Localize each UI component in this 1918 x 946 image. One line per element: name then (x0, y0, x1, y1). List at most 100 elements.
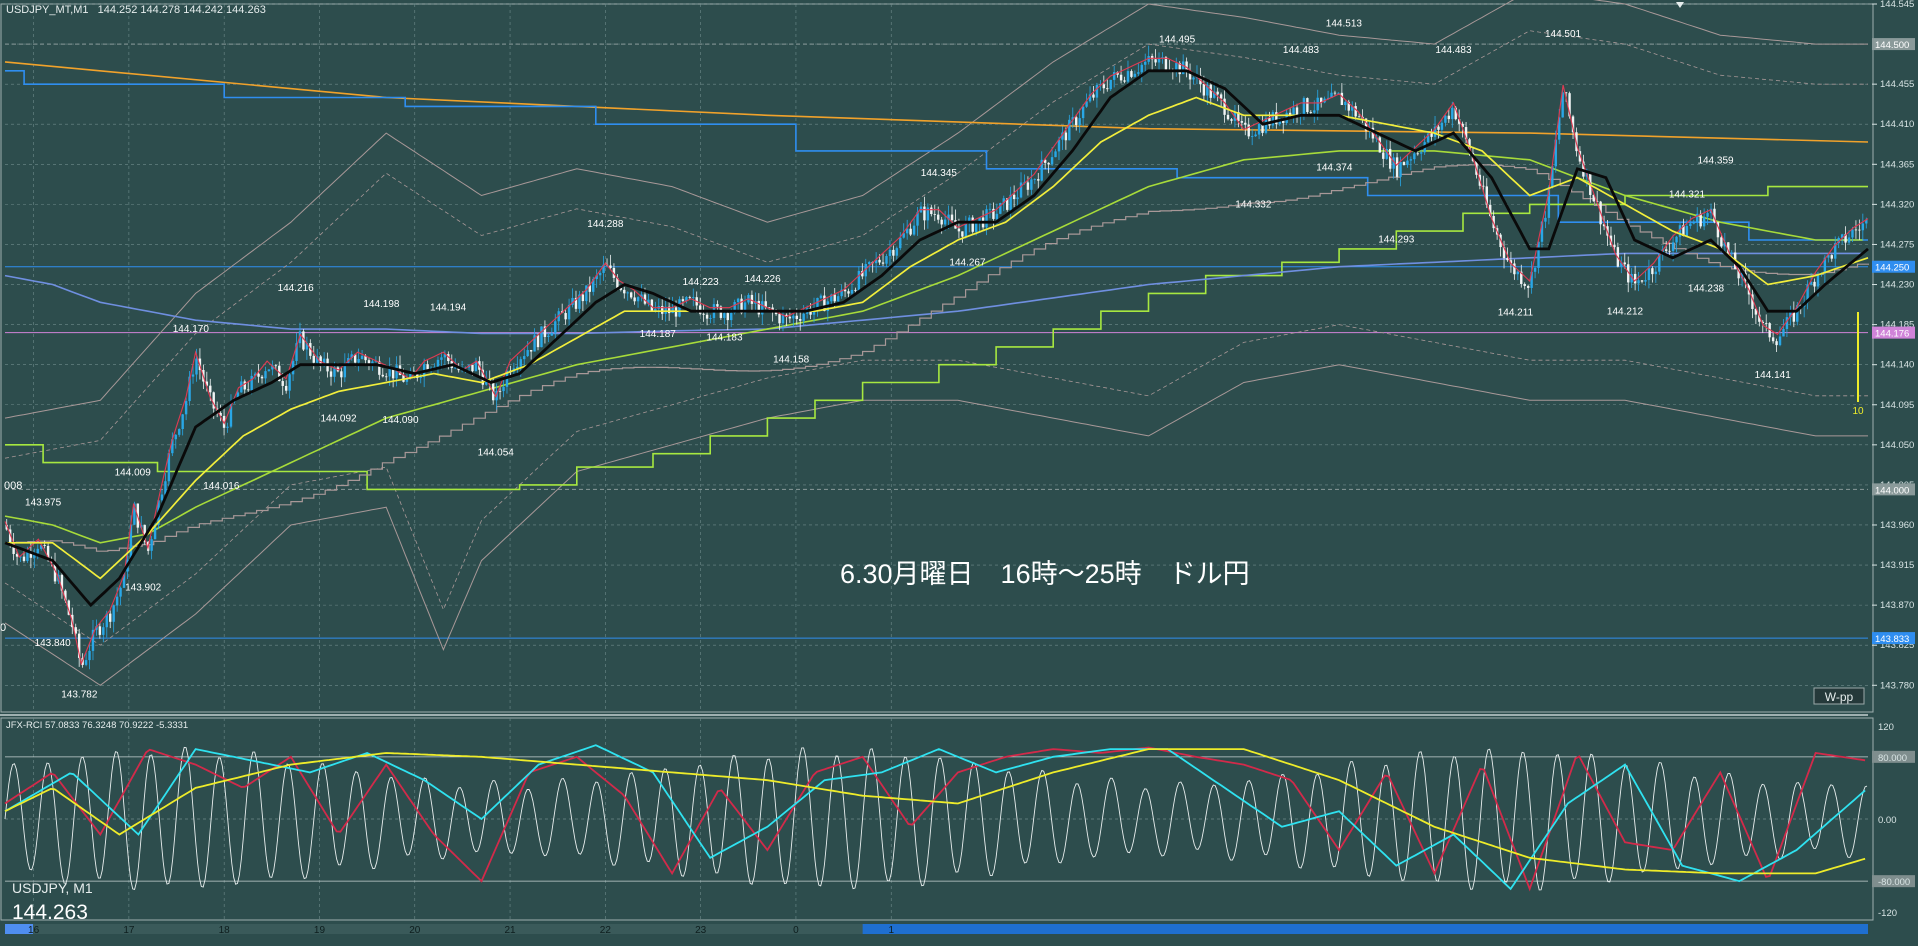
candle-body (736, 298, 740, 303)
ma-red (4, 57, 1869, 666)
candle-body (1758, 314, 1761, 322)
price-annotation: 144.374 (1316, 162, 1353, 173)
candle-body (1240, 121, 1244, 123)
candle-body (340, 371, 343, 378)
candle-body (788, 316, 792, 319)
candle-body (350, 354, 353, 358)
candle-body (1796, 305, 1799, 322)
price-annotation: 144.359 (1697, 156, 1734, 167)
candle-body (1357, 116, 1361, 118)
candle-body (554, 321, 557, 333)
candle-body (1775, 341, 1778, 346)
candle-body (992, 208, 995, 219)
candle-body (692, 297, 695, 299)
candle-body (53, 562, 57, 582)
rci-line-mid (4, 746, 1866, 892)
candle-body (367, 360, 371, 365)
candle-body (29, 551, 33, 558)
candle-body (36, 548, 39, 554)
candle-body (1440, 122, 1444, 130)
candle-body (178, 429, 181, 435)
candle-body (1033, 179, 1037, 180)
candle-body (602, 264, 605, 273)
candle-body (1275, 112, 1278, 125)
time-label: 19 (314, 925, 326, 936)
price-annotation: 143.975 (25, 498, 62, 509)
candle-body (526, 350, 529, 357)
wpp-button[interactable]: W-pp (1813, 687, 1865, 705)
price-tag-label: 144.000 (1875, 485, 1909, 496)
candle-body (1264, 118, 1268, 133)
candle-body (271, 365, 274, 370)
candle-body (1040, 159, 1043, 181)
candle-body (750, 294, 754, 304)
candle-body (1337, 92, 1340, 94)
price-annotation: 144.016 (203, 481, 240, 492)
candle-body (1057, 139, 1061, 152)
candle-body (1157, 58, 1161, 63)
price-tick-label: 144.185 (1880, 320, 1914, 331)
price-pane[interactable]: 143.975 143.840 143.782 144.009 143.902 144.1… (0, 0, 1874, 713)
candle-body (264, 371, 267, 379)
candle-body (1385, 148, 1388, 159)
candle-body (1640, 280, 1644, 282)
price-annotation: 144.483 (1283, 45, 1320, 56)
candle-body (974, 222, 978, 232)
scroll-marker-icon[interactable] (1676, 2, 1684, 8)
candle-body (778, 314, 781, 324)
price-tag (1872, 38, 1915, 51)
candle-body (115, 596, 119, 606)
candle-body (1813, 281, 1816, 287)
candle-body (1702, 216, 1706, 227)
candle-body (1523, 283, 1526, 286)
candle-body (1030, 179, 1033, 190)
candle-body (1789, 311, 1792, 318)
candle-body (250, 375, 253, 391)
candle-body (885, 256, 888, 264)
candle-body (905, 228, 909, 234)
candle-body (1654, 271, 1658, 275)
price-annotation: 143.782 (61, 690, 98, 701)
candle-body (1671, 242, 1675, 251)
candle-body (219, 412, 222, 416)
candle-body (267, 369, 271, 372)
candle-body (1792, 311, 1796, 322)
candle-body (1147, 56, 1150, 62)
candle-body (474, 361, 478, 372)
candle-body (1109, 79, 1112, 90)
rci-level-tag (1872, 750, 1915, 763)
candle-body (374, 361, 378, 363)
candle-body (1771, 337, 1775, 342)
price-annotation: 144.483 (1435, 45, 1472, 56)
candle-body (636, 297, 640, 302)
rci-indicator-pane[interactable]: JFX-RCI 57.0833 76.3248 70.9222 -5.3331 (0, 714, 1874, 921)
band-upper (4, 0, 1868, 419)
candle-body (119, 587, 122, 597)
price-tick-label: 143.915 (1880, 560, 1914, 571)
candle-body (1620, 262, 1623, 267)
candle-body (319, 356, 322, 364)
price-tag-label: 143.833 (1875, 634, 1909, 645)
candle-body (847, 291, 850, 294)
candle-body (840, 289, 843, 297)
candle-body (167, 453, 171, 482)
price-annotation: 144.238 (1688, 283, 1725, 294)
candle-body (1578, 151, 1582, 162)
candle-body (923, 206, 926, 221)
candle-body (547, 335, 550, 337)
candle-body (1426, 133, 1430, 143)
candle-body (1130, 71, 1133, 77)
price-axis[interactable]: 144.545 144.500 144.455 144.410 144.365 144.3… (1872, 0, 1915, 691)
candle-body (1181, 61, 1185, 75)
rci-tick-label: 120 (1878, 722, 1894, 733)
candle-body (226, 426, 229, 428)
candle-body (1126, 71, 1130, 82)
left-cut-label-top: 008 (4, 480, 22, 492)
candle-body (757, 300, 761, 315)
candle-body (678, 299, 681, 317)
candle-body (1754, 308, 1758, 315)
candle-body (916, 212, 919, 226)
candle-body (1502, 247, 1506, 259)
candle-body (740, 298, 743, 314)
ma-gray-step (5, 164, 1869, 552)
